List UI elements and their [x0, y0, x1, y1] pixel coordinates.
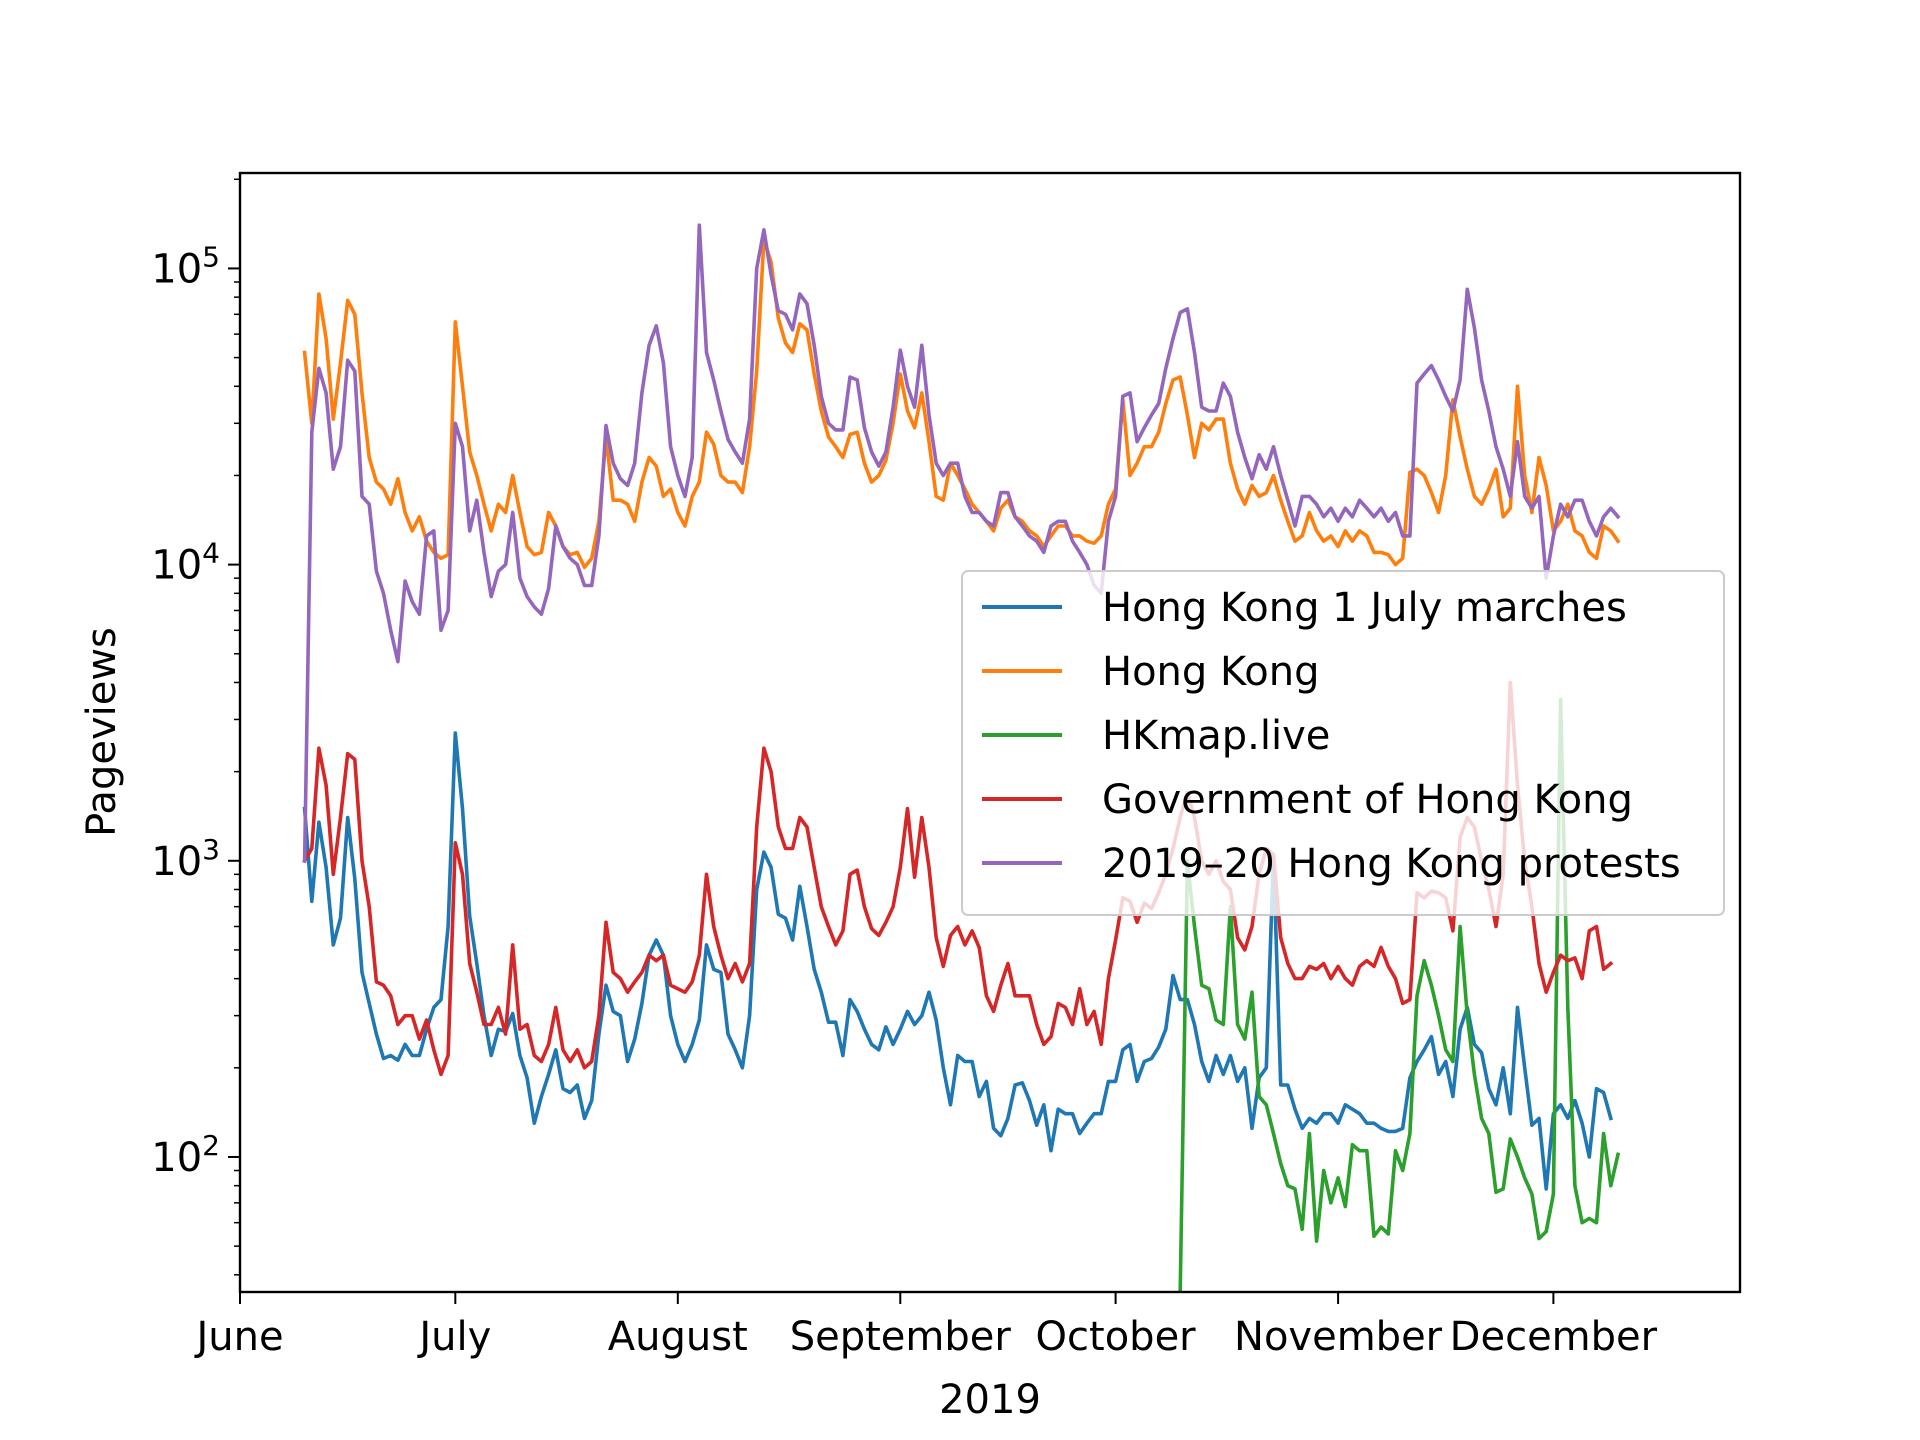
x-tick-label: November — [1234, 1314, 1443, 1360]
series-line-government-of-hong-kong — [302, 680, 1614, 1077]
x-tick-label: October — [1036, 1314, 1197, 1360]
y-tick-label: 105 — [151, 240, 220, 292]
x-tick-label: December — [1450, 1314, 1658, 1360]
x-tick-label: September — [790, 1314, 1012, 1360]
x-axis-label: 2019 — [939, 1377, 1041, 1423]
series-line-hong-kong-1-july-marches — [302, 731, 1614, 1191]
legend-label-hkmap-live: HKmap.live — [1102, 713, 1330, 759]
y-tick-label: 104 — [151, 537, 220, 589]
axes-frame — [238, 171, 1742, 1294]
y-tick-label: 103 — [151, 833, 220, 885]
x-tick-label: July — [416, 1314, 491, 1360]
legend-label-hong-kong-1-july-marches: Hong Kong 1 July marches — [1102, 585, 1627, 631]
legend-label-2019-20-hong-kong-protests: 2019–20 Hong Kong protests — [1102, 841, 1681, 887]
legend-label-government-of-hong-kong: Government of Hong Kong — [1102, 777, 1633, 823]
ticks-layer: June July August September October November De… — [151, 178, 1658, 1360]
series-line-2019-20-hong-kong-protests — [302, 223, 1621, 863]
legend-label-hong-kong: Hong Kong — [1102, 649, 1319, 695]
y-axis-label: Pageviews — [79, 627, 125, 837]
y-tick-label: 102 — [151, 1129, 220, 1181]
x-tick-label: June — [193, 1314, 283, 1360]
legend-box — [961, 570, 1725, 916]
series-line-hkmap-live — [1178, 697, 1621, 1292]
series-layer — [302, 223, 1621, 1292]
legend: Hong Kong 1 July marches Hong Kong HKmap.l… — [961, 570, 1725, 916]
x-tick-label: August — [608, 1314, 748, 1360]
